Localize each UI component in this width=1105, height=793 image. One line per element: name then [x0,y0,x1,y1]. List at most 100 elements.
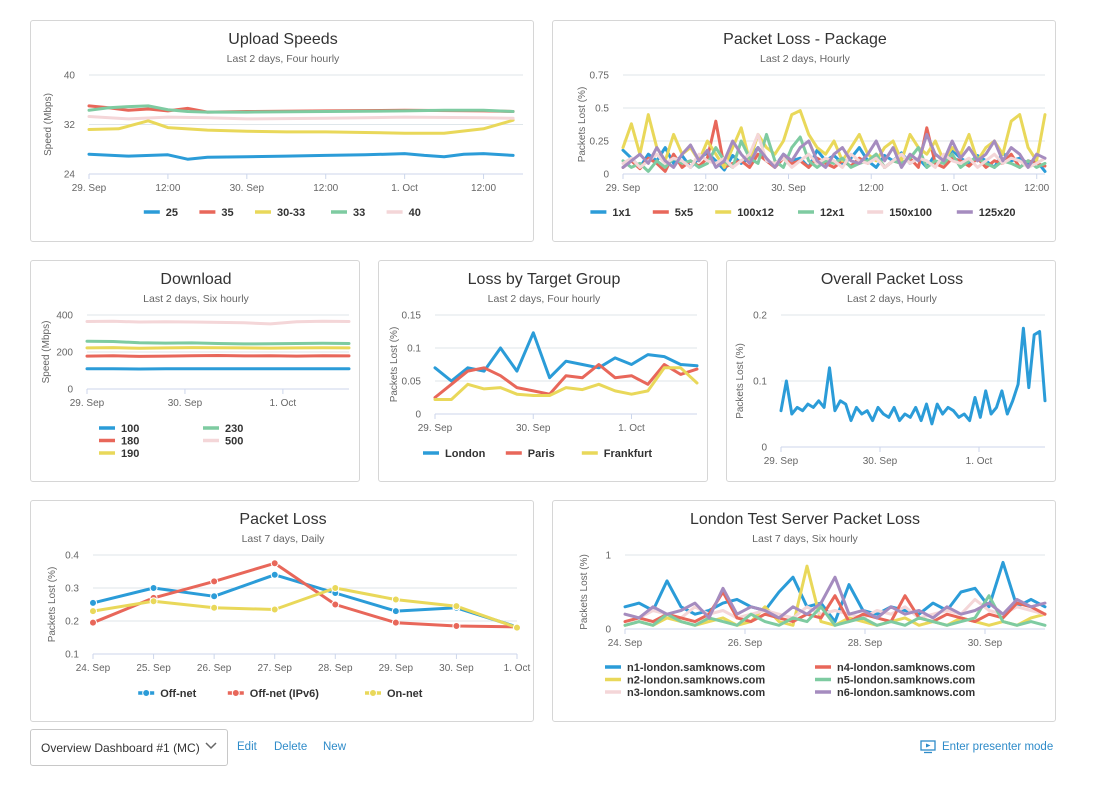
legend-label: 12x1 [820,207,844,219]
x-tick-label: 1. Oct [941,183,968,194]
data-point [149,584,158,592]
x-tick-label: 29. Sep [764,456,799,467]
legend-label: 33 [353,207,365,219]
data-point [210,577,219,586]
y-tick-label: 1 [605,551,611,562]
legend-label: 40 [409,207,421,219]
y-tick-label: 24 [64,170,76,181]
y-tick-label: 0 [67,385,73,396]
x-tick-label: 30. Sep [439,663,474,674]
chart-title: London Test Server Packet Loss [690,511,920,528]
chart-title: Packet Loss - Package [723,31,887,48]
legend-label: Off-net [160,688,196,700]
legend-label: Paris [528,448,555,460]
chart-subtitle: Last 2 days, Four hourly [488,293,601,305]
x-tick-label: 12:00 [693,183,718,194]
data-point [331,584,340,592]
presenter-mode-label: Enter presenter mode [942,741,1054,753]
chart-subtitle: Last 2 days, Hourly [847,293,938,305]
y-tick-label: 0.4 [65,551,79,562]
presenter-mode-button[interactable]: Enter presenter mode [920,740,1053,754]
y-tick-label: 0.2 [753,311,767,322]
data-point [391,607,400,616]
x-tick-label: 29. Sep [379,663,414,674]
y-tick-label: 0 [603,170,609,181]
loss-by-target-group-card: Loss by Target Group Last 2 days, Four ho… [378,260,708,482]
series-line-5 [621,132,1047,169]
legend-label: Frankfurt [604,448,653,460]
y-tick-label: 0.1 [753,377,767,388]
chart-title: Loss by Target Group [468,271,621,288]
new-link[interactable]: New [323,741,347,753]
legend-label: 5x5 [675,207,693,219]
edit-link[interactable]: Edit [237,741,257,753]
legend-label: 125x20 [979,207,1016,219]
series-line-2 [85,354,351,358]
legend-label: Off-net (IPv6) [250,688,319,700]
y-axis-label: Packets Lost (%) [389,327,400,403]
x-tick-label: 30. Sep [771,183,806,194]
legend-label: n2-london.samknows.com [627,675,765,687]
download-chart: Download Last 2 days, Six hourly 0 200 400 Sp… [41,271,351,460]
legend-label: 190 [121,448,139,460]
data-point [89,618,97,627]
x-tick-label: 1. Oct [966,456,993,467]
y-tick-label: 0.2 [65,617,79,628]
x-tick-label: 12:00 [155,183,180,194]
series-line-3 [91,586,519,630]
london-test-server-chart: London Test Server Packet Loss Last 7 day… [579,511,1047,699]
data-point [452,602,461,611]
legend-label: n4-london.samknows.com [837,662,975,674]
chart-subtitle: Last 2 days, Six hourly [143,293,249,305]
legend-label: n3-london.samknows.com [627,687,765,699]
x-tick-label: 29. Sep [70,398,105,409]
x-tick-label: 12:00 [1024,183,1049,194]
upload-speeds-chart: Upload Speeds Last 2 days, Four hourly 24 3… [43,31,523,219]
chart-title: Overall Packet Loss [821,271,963,288]
series-line-6 [621,132,1047,169]
series-line-2 [91,561,519,629]
x-tick-label: 30. Sep [863,456,898,467]
data-point [210,603,219,612]
series-line-1 [779,326,1047,426]
series-line-5 [87,115,515,121]
series-line-4 [87,104,515,114]
y-axis-label: Packets Lost (%) [577,87,588,163]
series-line-3 [433,366,699,401]
legend-label: London [445,448,486,460]
x-tick-label: 28. Sep [318,663,353,674]
series-line-1 [623,560,1047,624]
x-tick-label: 1. Oct [618,423,645,434]
x-tick-label: 29. Sep [418,423,453,434]
legend-label: 180 [121,436,139,448]
data-point [391,618,400,627]
y-axis-label: Packets Lost (%) [735,343,746,419]
x-tick-label: 24. Sep [76,663,111,674]
legend-label: 100 [121,423,139,435]
series-line-4 [85,339,351,346]
dashboard-select[interactable]: Overview Dashboard #1 (MC) [30,729,228,766]
packet-loss-package-chart: Packet Loss - Package Last 2 days, Hourly… [577,31,1050,219]
chart-title: Download [160,271,231,288]
x-tick-label: 24. Sep [608,638,643,649]
data-point [270,559,279,568]
legend-label: 500 [225,436,243,448]
data-point [391,595,400,604]
legend-label: 25 [166,207,178,219]
legend-label: n6-london.samknows.com [837,687,975,699]
series-line-2 [433,363,699,399]
y-axis-label: Packets Lost (%) [579,554,590,630]
delete-link[interactable]: Delete [274,741,308,753]
y-axis-label: Packets Lost (%) [47,567,58,643]
x-tick-label: 30. Sep [168,398,203,409]
legend-label: n1-london.samknows.com [627,662,765,674]
x-tick-label: 30. Sep [968,638,1003,649]
legend-label: 230 [225,423,243,435]
y-tick-label: 0.1 [407,344,421,355]
y-tick-label: 0 [415,410,421,421]
legend-label: 100x12 [737,207,774,219]
chart-subtitle: Last 7 days, Six hourly [752,533,858,545]
series-line-3 [87,118,515,135]
data-point [513,623,521,632]
series-line-4 [623,590,1047,624]
